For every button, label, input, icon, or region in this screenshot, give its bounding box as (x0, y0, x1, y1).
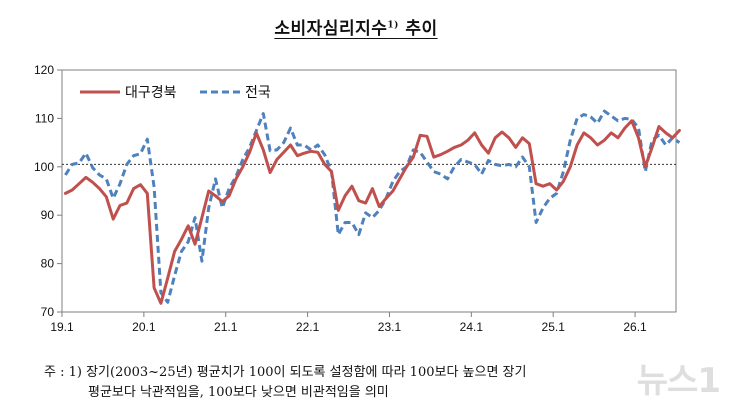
legend: 대구경북 전국 (80, 85, 271, 101)
news1-watermark: 뉴스1 (636, 361, 721, 401)
x-tick-label: 22.1 (296, 320, 320, 334)
line-chart: 70 80 90 100 110 120 19.1 20.1 21.1 22.1 23.1 24.1 2… (34, 63, 681, 334)
x-tick-label: 24.1 (460, 320, 484, 334)
y-tick-label: 80 (41, 257, 55, 271)
series-line-national (64, 109, 681, 304)
x-tick-label: 26.1 (623, 320, 647, 334)
y-tick-label: 90 (41, 208, 55, 222)
y-tick-label: 70 (41, 305, 55, 319)
y-tick-label: 120 (34, 63, 54, 77)
x-tick-label: 20.1 (132, 320, 156, 334)
x-tick-label: 21.1 (214, 320, 238, 334)
y-tick-label: 100 (34, 160, 54, 174)
x-tick-label: 19.1 (50, 320, 74, 334)
legend-label-national: 전국 (245, 85, 271, 101)
y-tick-label: 110 (35, 111, 54, 125)
x-tick-label: 25.1 (542, 320, 566, 334)
legend-label-daegu-gyeongbuk: 대구경북 (125, 85, 177, 101)
plot-area (61, 69, 677, 313)
series-line-daegu-gyeongbuk (63, 119, 681, 305)
title-footnote-mark: 1) (387, 20, 399, 31)
footnote-line-1: 주 : 1) 장기(2003~25년) 평균치가 100이 되도록 설정함에 따… (44, 365, 527, 380)
chart-title: 소비자심리지수1) 추이 (274, 19, 438, 39)
footnote-line-2: 평균보다 낙관적임을, 100보다 낮으면 비관적임을 의미 (88, 385, 389, 400)
footnote: 주 : 1) 장기(2003~25년) 평균치가 100이 되도록 설정함에 따… (44, 363, 724, 403)
x-tick-label: 23.1 (378, 320, 402, 334)
